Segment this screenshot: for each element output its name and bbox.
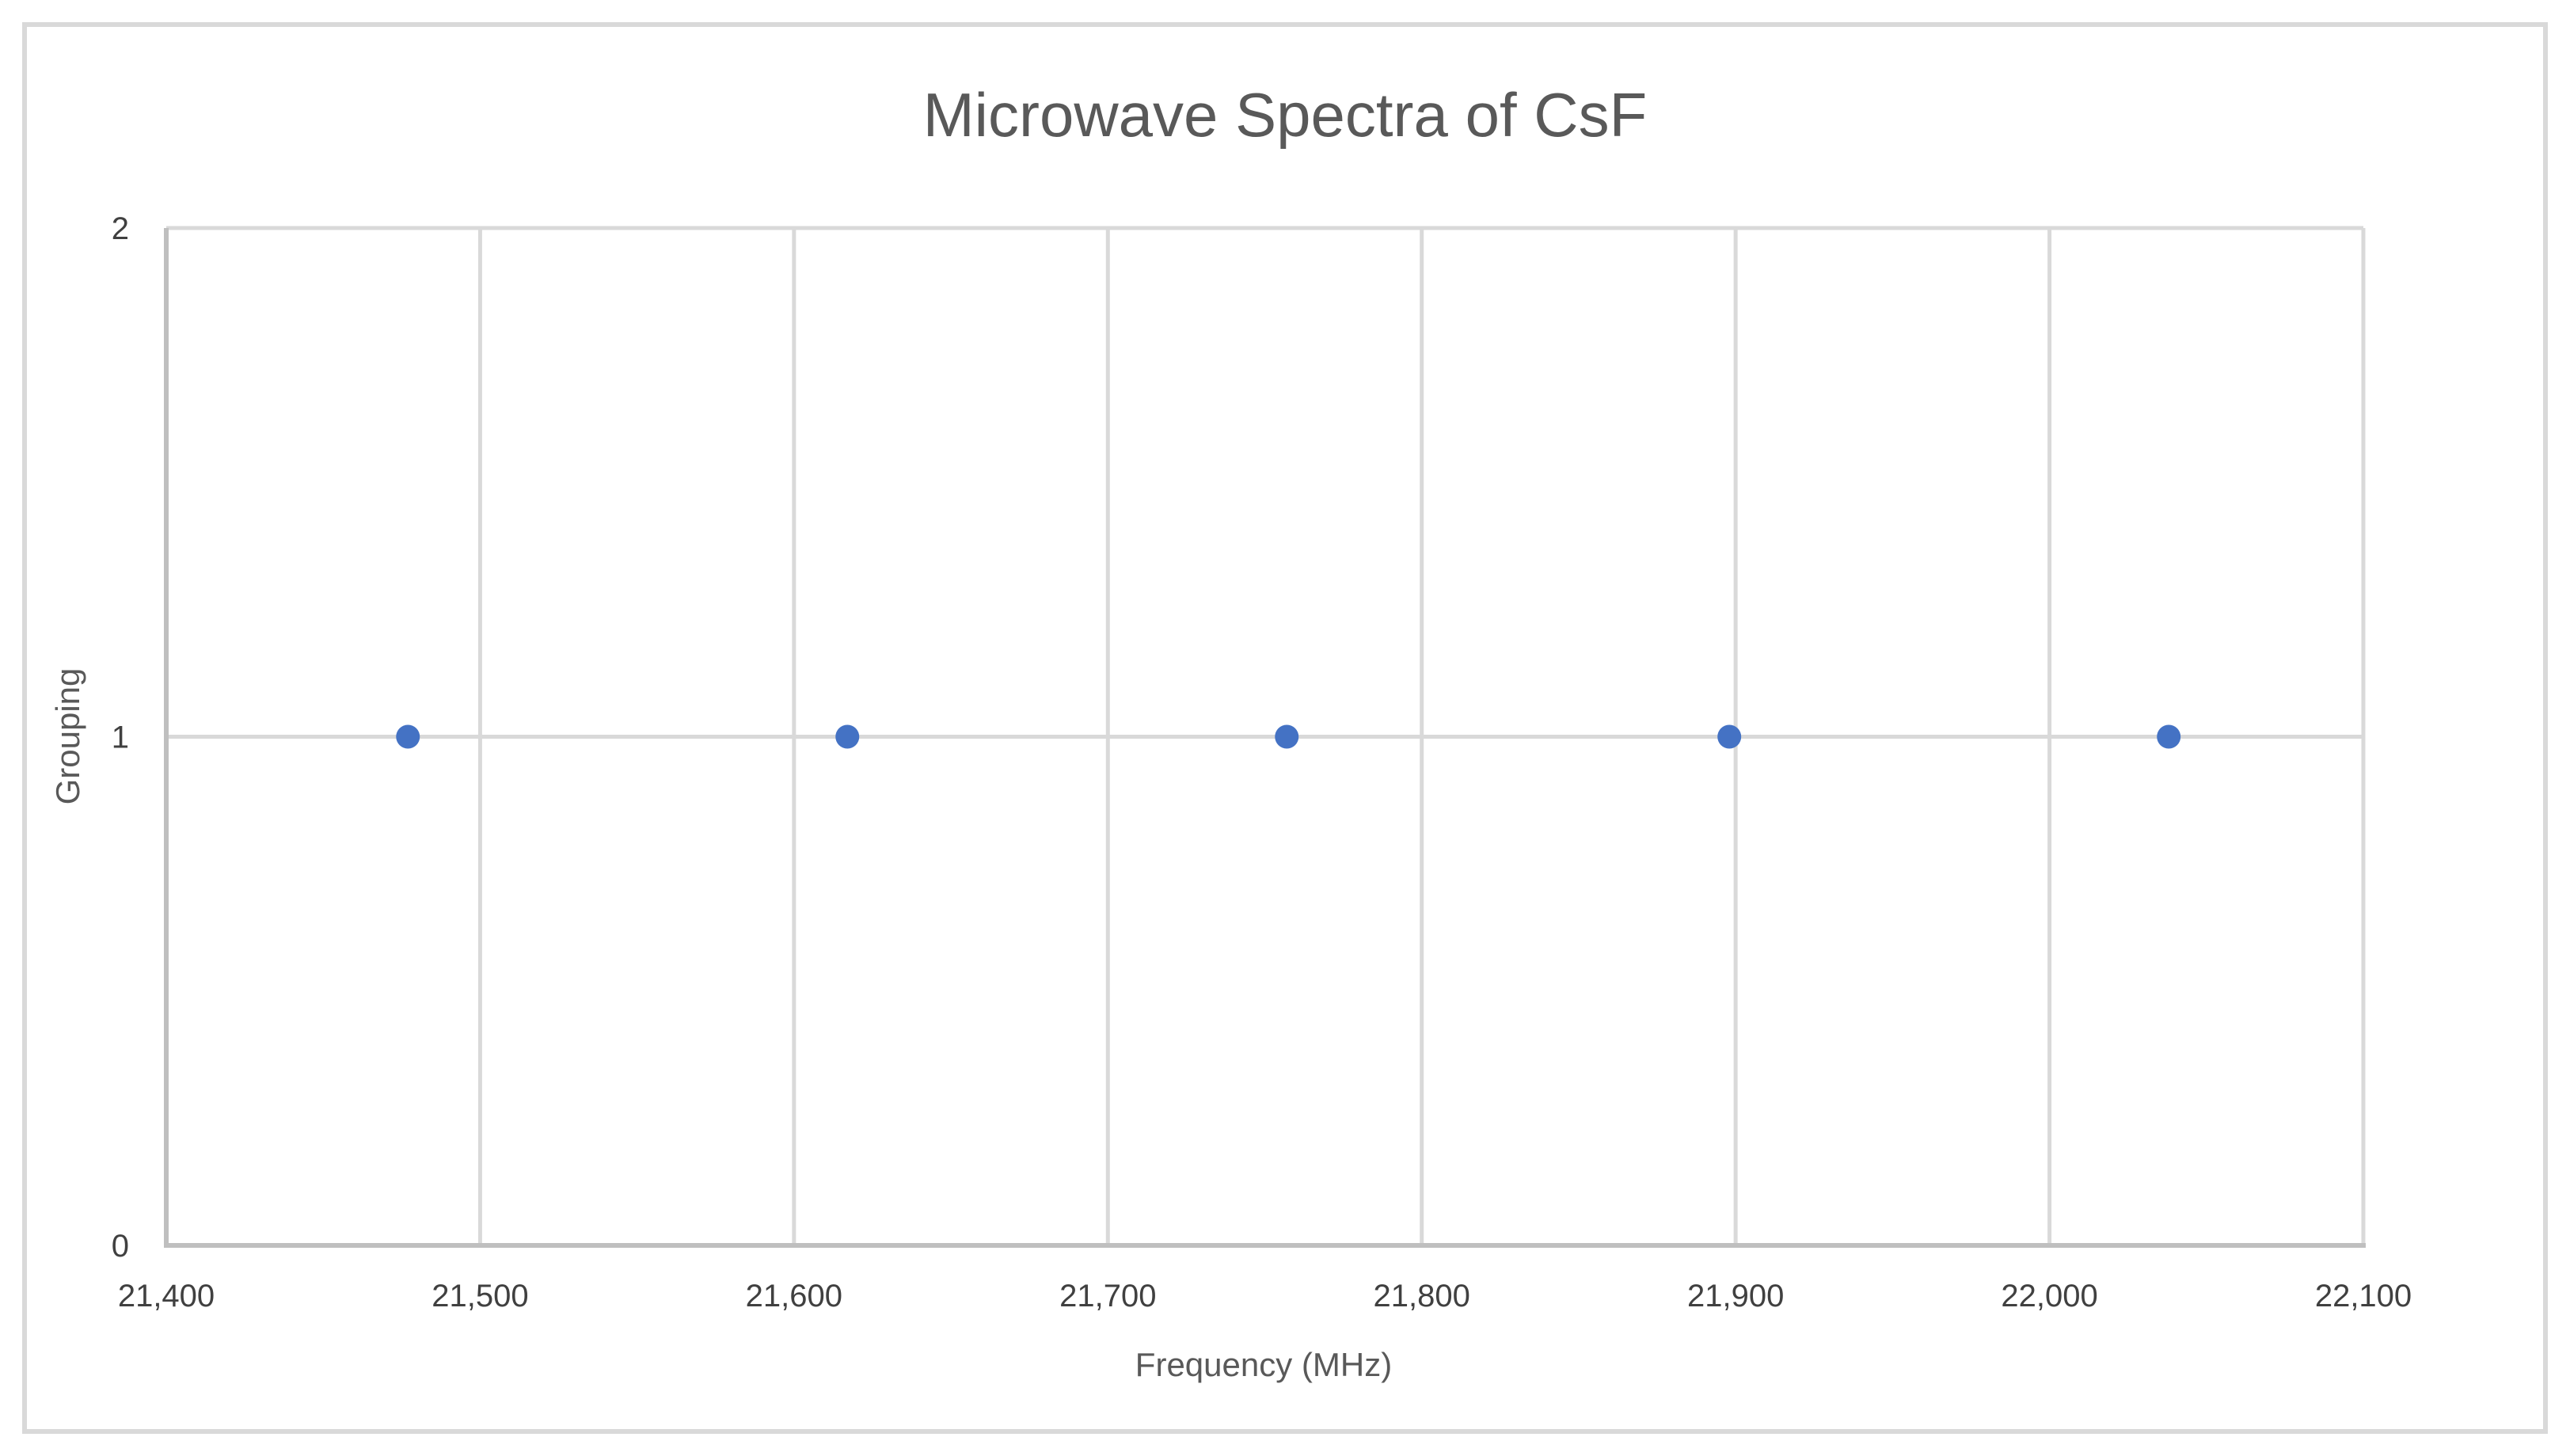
data-point xyxy=(396,724,420,749)
y-axis-title: Grouping xyxy=(49,668,86,805)
x-tick-label: 21,700 xyxy=(1059,1279,1156,1313)
x-tick-label: 21,800 xyxy=(1374,1279,1470,1313)
data-point xyxy=(835,724,860,749)
x-axis-title: Frequency (MHz) xyxy=(1135,1346,1392,1383)
data-points xyxy=(396,724,2181,749)
axes xyxy=(164,228,2366,1248)
x-tick-label: 22,000 xyxy=(2001,1279,2097,1313)
data-point xyxy=(1717,724,1742,749)
x-tick-label: 21,500 xyxy=(432,1279,528,1313)
tick-labels: 21,400 21,500 21,600 21,700 21,800 21,900 22,0… xyxy=(112,211,2412,1313)
y-tick-label: 0 xyxy=(112,1229,129,1264)
chart-title: Microwave Spectra of CsF xyxy=(923,80,1648,150)
grid-lines xyxy=(166,226,2366,1245)
y-tick-label: 1 xyxy=(112,720,129,755)
x-tick-label: 21,400 xyxy=(118,1279,215,1313)
x-tick-label: 21,900 xyxy=(1687,1279,1784,1313)
data-point xyxy=(1275,724,1299,749)
x-tick-label: 22,100 xyxy=(2315,1279,2412,1313)
y-tick-label: 2 xyxy=(112,211,129,246)
x-tick-label: 21,600 xyxy=(746,1279,842,1313)
data-point xyxy=(2157,724,2181,749)
